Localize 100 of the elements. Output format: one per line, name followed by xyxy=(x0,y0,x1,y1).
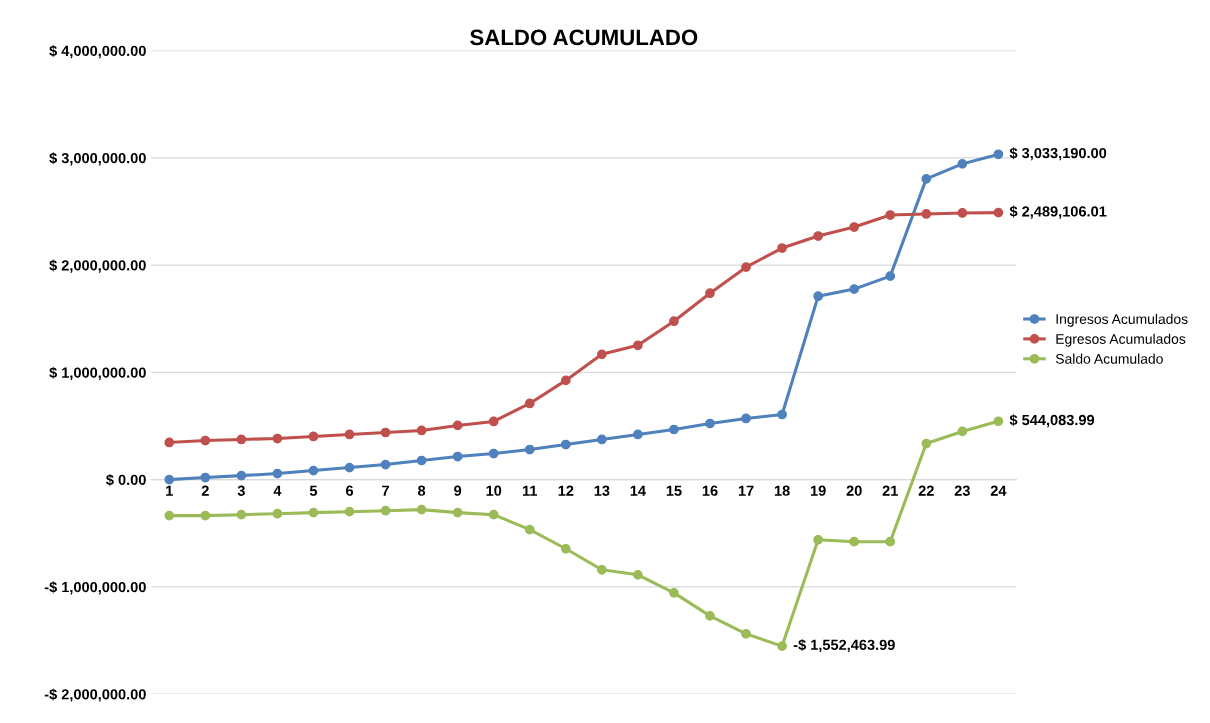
point xyxy=(669,587,679,598)
x-tick-label: 7 xyxy=(382,485,389,496)
legend-label: Egresos Acumulados xyxy=(1056,333,1186,347)
point xyxy=(524,444,535,455)
point xyxy=(416,425,427,436)
x-tick-label: 23 xyxy=(954,485,970,496)
point xyxy=(236,434,247,445)
point xyxy=(380,459,391,470)
point xyxy=(200,472,211,483)
point xyxy=(813,231,823,241)
point xyxy=(993,416,1004,427)
y-tick-label: -$ 1,000,000.00 xyxy=(44,581,146,595)
point xyxy=(560,543,571,554)
point xyxy=(272,433,283,444)
point xyxy=(308,465,319,476)
point xyxy=(777,243,787,253)
point xyxy=(921,174,932,184)
y-tick-label: $ 4,000,000.00 xyxy=(49,45,146,59)
point xyxy=(488,448,499,459)
point xyxy=(705,288,715,299)
point xyxy=(524,524,535,535)
point xyxy=(236,509,247,520)
point xyxy=(921,209,932,219)
point xyxy=(596,564,607,575)
x-tick-label: 21 xyxy=(882,485,898,496)
x-tick-label: 2 xyxy=(201,485,209,496)
y-tick-label: $ 3,000,000.00 xyxy=(49,152,146,166)
point xyxy=(164,437,175,448)
point xyxy=(236,470,247,481)
chart-title: SALDO ACUMULADO xyxy=(470,29,698,46)
point xyxy=(524,398,535,409)
x-tick-label: 9 xyxy=(454,485,462,496)
point xyxy=(849,284,860,294)
point xyxy=(272,468,283,479)
point xyxy=(272,508,283,519)
point xyxy=(849,222,860,232)
point xyxy=(885,271,896,282)
point xyxy=(705,418,715,429)
point xyxy=(633,340,643,351)
x-tick-label: 14 xyxy=(630,485,646,496)
point xyxy=(669,424,679,435)
x-tick-label: 4 xyxy=(273,485,282,496)
x-tick-label: 5 xyxy=(309,485,318,496)
x-tick-label: 11 xyxy=(522,485,538,496)
point xyxy=(777,409,787,420)
point xyxy=(488,509,499,520)
point xyxy=(777,641,787,651)
point xyxy=(885,536,896,547)
x-tick-label: 15 xyxy=(666,485,682,496)
x-tick-label: 8 xyxy=(418,485,426,496)
point xyxy=(885,210,896,220)
y-tick-label: $ 2,000,000.00 xyxy=(49,259,146,273)
point xyxy=(344,429,355,440)
x-tick-label: 6 xyxy=(345,485,354,496)
point xyxy=(741,629,751,639)
point xyxy=(308,507,319,518)
point xyxy=(452,420,463,431)
x-tick-label: 18 xyxy=(774,485,790,496)
point xyxy=(633,429,643,440)
x-tick-label: 1 xyxy=(166,485,173,496)
x-tick-label: 13 xyxy=(594,485,610,496)
point xyxy=(452,507,463,518)
point xyxy=(164,474,175,485)
x-tick-label: 22 xyxy=(918,485,934,496)
point xyxy=(957,426,968,437)
point xyxy=(560,375,571,386)
x-tick-label: 17 xyxy=(738,485,754,496)
point xyxy=(669,316,679,327)
point xyxy=(200,510,211,521)
x-tick-label: 19 xyxy=(810,485,826,496)
point xyxy=(993,149,1004,160)
data-label: $ 2,489,106.01 xyxy=(1009,205,1107,219)
y-tick-label: $ 1,000,000.00 xyxy=(49,366,146,380)
point xyxy=(416,504,427,515)
point xyxy=(596,349,607,360)
point xyxy=(344,462,355,473)
point xyxy=(164,510,175,521)
point xyxy=(452,451,463,462)
data-label: -$ 1,552,463.99 xyxy=(793,639,895,653)
x-tick-label: 16 xyxy=(702,485,718,496)
x-tick-label: 20 xyxy=(846,485,862,496)
point xyxy=(380,505,391,516)
point xyxy=(344,506,355,517)
point xyxy=(380,427,391,438)
x-tick-label: 12 xyxy=(558,485,574,496)
point xyxy=(596,434,607,445)
x-tick-label: 3 xyxy=(237,485,245,496)
y-tick-label: -$ 2,000,000.00 xyxy=(44,688,146,702)
legend-label: Ingresos Acumulados xyxy=(1056,313,1188,327)
point xyxy=(633,569,643,580)
point xyxy=(741,413,751,424)
point xyxy=(813,291,823,302)
legend-label: Saldo Acumulado xyxy=(1055,353,1163,364)
point xyxy=(849,536,860,547)
point xyxy=(705,611,715,621)
point xyxy=(308,431,319,442)
x-tick-label: 24 xyxy=(990,485,1007,496)
point xyxy=(741,262,751,272)
y-tick-label: $ 0.00 xyxy=(106,474,146,486)
x-tick-label: 10 xyxy=(486,485,502,496)
